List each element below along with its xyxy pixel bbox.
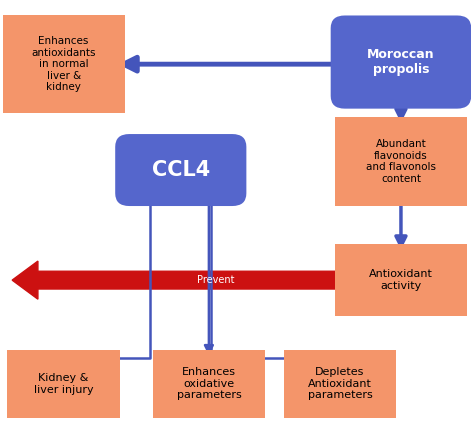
FancyBboxPatch shape: [115, 134, 246, 206]
Text: Enhances
antioxidants
in normal
liver &
kidney: Enhances antioxidants in normal liver & …: [31, 36, 96, 92]
FancyArrow shape: [12, 261, 345, 299]
FancyBboxPatch shape: [336, 117, 466, 206]
Text: Abundant
flavonoids
and flavonols
content: Abundant flavonoids and flavonols conten…: [366, 139, 436, 184]
FancyBboxPatch shape: [284, 350, 396, 418]
Text: Antioxidant
activity: Antioxidant activity: [369, 269, 433, 291]
Text: Prevent: Prevent: [197, 275, 235, 285]
Text: Kidney &
liver injury: Kidney & liver injury: [34, 373, 93, 395]
Text: Moroccan
propolis: Moroccan propolis: [367, 48, 435, 76]
FancyBboxPatch shape: [336, 244, 466, 316]
Text: Enhances
oxidative
parameters: Enhances oxidative parameters: [176, 367, 241, 401]
FancyBboxPatch shape: [3, 15, 125, 113]
Text: Depletes
Antioxidant
parameters: Depletes Antioxidant parameters: [308, 367, 373, 401]
FancyBboxPatch shape: [8, 350, 120, 418]
Text: CCL4: CCL4: [152, 160, 210, 180]
FancyBboxPatch shape: [331, 15, 471, 109]
FancyBboxPatch shape: [153, 350, 265, 418]
